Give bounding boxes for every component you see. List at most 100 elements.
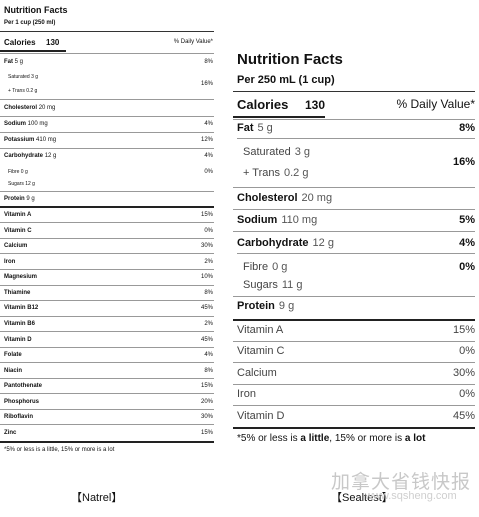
fat-pct: 8% (204, 59, 213, 65)
divider (0, 253, 214, 254)
divider (0, 269, 214, 270)
divider (233, 405, 475, 406)
vitamin-pct: 8% (204, 290, 213, 296)
fibre-row: Fibre 0 g (243, 261, 288, 273)
divider (233, 296, 475, 297)
divider (233, 209, 475, 210)
divider (233, 119, 475, 120)
calories-value: 130 (46, 38, 60, 47)
divider (0, 148, 214, 149)
carbohydrate-pct: 4% (204, 153, 213, 159)
fibre-row: Fibre 0 g (8, 169, 28, 175)
vitamin-pct: 30% (200, 414, 213, 420)
vitamin-row: Vitamin D (4, 337, 32, 343)
sodium-pct: 5% (459, 214, 475, 226)
divider (237, 138, 475, 139)
vitamin-row: Vitamin D (237, 410, 285, 422)
divider (0, 222, 214, 223)
vitamin-pct: 15% (200, 430, 213, 436)
fat-combined-pct: 16% (200, 81, 213, 87)
divider (0, 331, 214, 332)
sugars-row: Sugars 12 g (8, 181, 35, 187)
caption-natrel: 【Natrel】 (71, 492, 123, 504)
daily-value-header: % Daily Value* (173, 39, 213, 45)
caption-sealtest: 【Sealtest】 (331, 492, 393, 504)
divider (233, 187, 475, 188)
vitamin-row: Magnesium (4, 274, 38, 280)
label-title: Nutrition Facts (237, 51, 343, 68)
vitamin-pct: 2% (204, 259, 213, 265)
vitamin-row: Zinc (4, 430, 17, 436)
vitamin-pct: 45% (452, 410, 475, 422)
vitamin-pct: 10% (200, 274, 213, 280)
vitamin-row: Calcium (237, 367, 277, 379)
vitamin-row: Iron (237, 388, 256, 400)
divider (0, 347, 214, 348)
vitamin-pct: 0% (459, 345, 475, 357)
fat-row: Fat 5 g (237, 122, 273, 134)
vitamin-row: Riboflavin (4, 414, 34, 420)
divider (0, 191, 214, 192)
divider (0, 362, 214, 363)
divider (0, 238, 214, 239)
sugars-row: Sugars 11 g (243, 279, 303, 291)
vitamin-row: Vitamin B12 (4, 305, 39, 311)
vitamin-pct: 8% (204, 368, 213, 374)
vitamin-row: Vitamin A (237, 324, 284, 336)
carbohydrate-pct: 4% (459, 237, 475, 249)
vitamin-pct: 0% (204, 228, 213, 234)
potassium-pct: 12% (200, 137, 213, 143)
divider (0, 424, 214, 425)
sodium-row: Sodium 100 mg (4, 121, 48, 127)
footnote: *5% or less is a little, 15% or more is … (4, 447, 115, 453)
vitamin-pct: 0% (459, 388, 475, 400)
vitamin-pct: 15% (452, 324, 475, 336)
vitamin-pct: 20% (200, 399, 213, 405)
divider (237, 253, 475, 254)
divider (0, 116, 214, 117)
potassium-row: Potassium 410 mg (4, 137, 57, 143)
vitamin-row: Iron (4, 259, 16, 265)
calories-underline (233, 116, 325, 118)
carbohydrate-row: Carbohydrate 12 g (4, 153, 57, 159)
divider (233, 384, 475, 385)
divider (0, 393, 214, 394)
vitamin-row: Niacin (4, 368, 23, 374)
calories-label: Calories (4, 38, 36, 47)
cholesterol-row: Cholesterol 20 mg (237, 192, 333, 204)
saturated-row: Saturated 3 g (8, 74, 39, 80)
vitamin-row: Vitamin C (237, 345, 285, 357)
sodium-row: Sodium 110 mg (237, 214, 318, 226)
label-title: Nutrition Facts (4, 5, 68, 15)
vitamin-pct: 15% (200, 212, 213, 218)
vitamin-row: Calcium (4, 243, 28, 249)
divider-thick (0, 206, 214, 208)
cholesterol-row: Cholesterol 20 mg (4, 105, 56, 111)
sodium-pct: 4% (204, 121, 213, 127)
protein-row: Protein 9 g (237, 300, 295, 312)
vitamin-row: Pantothenate (4, 383, 43, 389)
serving-size: Per 250 mL (1 cup) (237, 74, 335, 86)
daily-value-header: % Daily Value* (396, 97, 475, 111)
divider (0, 285, 214, 286)
divider (233, 91, 475, 92)
divider-thick (0, 441, 214, 443)
vitamin-row: Folate (4, 352, 22, 358)
protein-row: Protein 9 g (4, 196, 35, 202)
vitamin-row: Phosphorus (4, 399, 40, 405)
calories-label: Calories (237, 97, 289, 112)
divider (0, 316, 214, 317)
vitamin-row: Vitamin A (4, 212, 32, 218)
divider-thick (233, 427, 475, 429)
vitamin-pct: 30% (200, 243, 213, 249)
calories-underline (0, 50, 66, 52)
divider (0, 300, 214, 301)
divider (0, 132, 214, 133)
fat-row: Fat 5 g (4, 59, 24, 65)
divider (0, 99, 214, 100)
divider (0, 378, 214, 379)
fibre-pct: 0% (204, 169, 213, 175)
serving-size: Per 1 cup (250 ml) (4, 20, 56, 26)
vitamin-pct: 2% (204, 321, 213, 327)
vitamin-pct: 15% (200, 383, 213, 389)
